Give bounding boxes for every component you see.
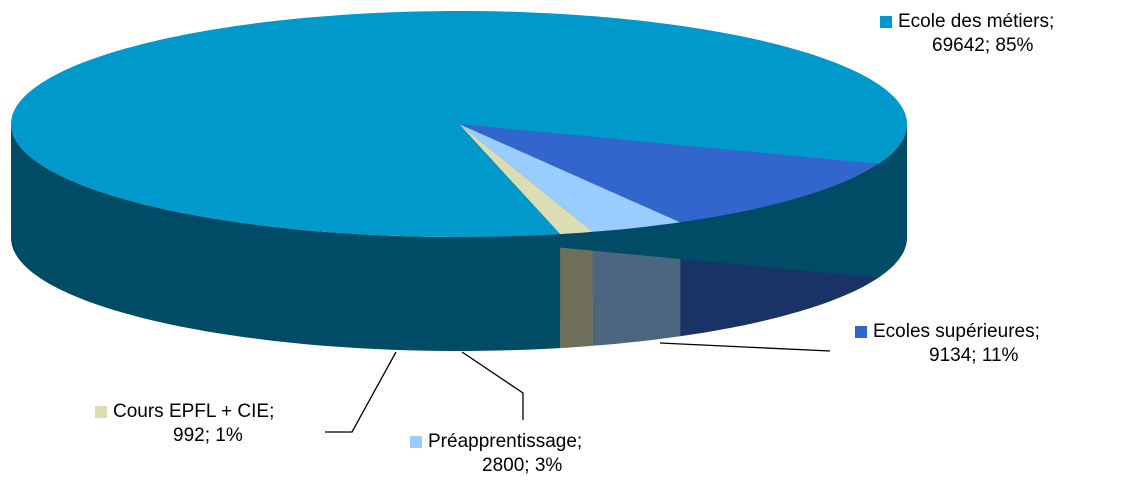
- label-name-ecoles-superieures: Ecoles supérieures;: [873, 321, 1040, 342]
- pie-side-ecole-des-metiers: [878, 124, 907, 278]
- label-value-preapprentissage: 2800; 3%: [482, 455, 563, 476]
- leader-line-cours-epfl-cie: [325, 351, 397, 433]
- slice-label-ecoles-superieures: Ecoles supérieures; 9134; 11%: [855, 320, 1040, 368]
- pie-top-faces: [11, 11, 907, 237]
- label-value-cours-epfl-cie: 992; 1%: [173, 425, 243, 446]
- pie-slice-preapprentissage: [459, 124, 681, 232]
- slice-label-ecole-des-metiers: Ecole des métiers; 69642; 85%: [880, 10, 1054, 58]
- legend-swatch-ecoles-superieures: [855, 326, 867, 338]
- label-value-ecole-des-metiers: 69642; 85%: [932, 35, 1034, 56]
- label-name-ecole-des-metiers: Ecole des métiers;: [898, 11, 1055, 32]
- slice-label-cours-epfl-cie: Cours EPFL + CIE; 992; 1%: [95, 400, 274, 448]
- legend-swatch-cours-epfl-cie: [95, 406, 107, 418]
- slice-label-preapprentissage: Préapprentissage; 2800; 3%: [410, 430, 582, 478]
- legend-swatch-ecole-des-metiers: [880, 16, 892, 28]
- pie-slice-ecole-des-metiers: [11, 11, 907, 237]
- label-value-ecoles-superieures: 9134; 11%: [929, 345, 1019, 366]
- label-name-preapprentissage: Préapprentissage;: [428, 431, 583, 452]
- leader-lines: [325, 342, 831, 433]
- label-name-cours-epfl-cie: Cours EPFL + CIE;: [113, 401, 275, 422]
- leader-line-ecoles-superieures: [659, 342, 831, 352]
- leader-line-preapprentissage: [461, 351, 524, 420]
- pie-side-ecole-des-metiers: [11, 124, 561, 351]
- pie-slice-ecoles-superieures: [459, 124, 879, 223]
- legend-swatch-preapprentissage: [410, 436, 422, 448]
- pie-slice-cours-epfl-cie: [459, 124, 593, 235]
